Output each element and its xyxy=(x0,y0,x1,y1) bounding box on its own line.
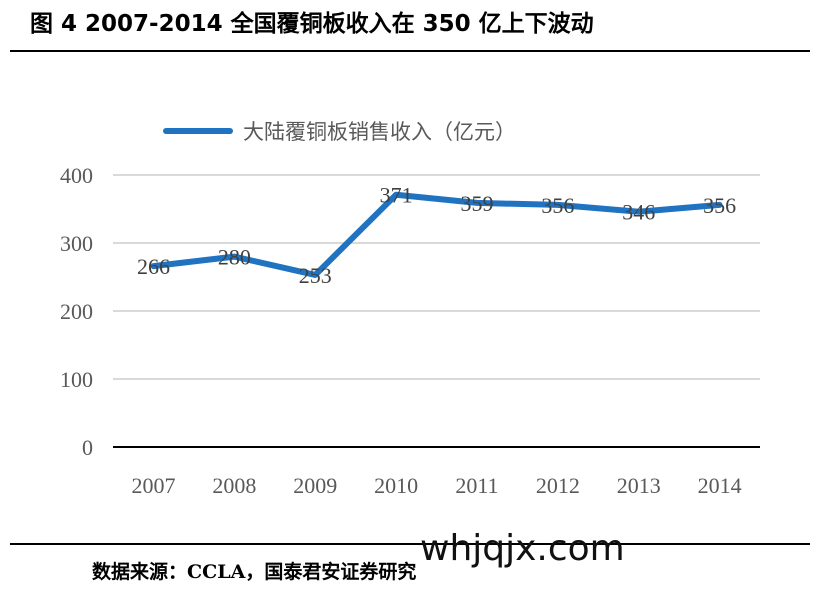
x-axis-ticks: 2007 2008 2009 2010 2011 2012 2013 2014 xyxy=(131,473,741,498)
data-point xyxy=(233,256,235,258)
source-note: 数据来源：CCLA，国泰君安证券研究 xyxy=(92,561,417,583)
series-line xyxy=(150,191,723,278)
data-point xyxy=(557,204,559,206)
bottom-divider xyxy=(10,543,810,545)
y-tick-label: 200 xyxy=(60,299,93,324)
data-label: 253 xyxy=(299,263,332,288)
x-tick-label: 2013 xyxy=(617,473,661,498)
gridlines xyxy=(113,174,760,380)
y-tick-label: 400 xyxy=(60,163,93,188)
data-point xyxy=(395,194,397,196)
legend: 大陆覆铜板销售收入（亿元） xyxy=(163,120,516,144)
legend-label: 大陆覆铜板销售收入（亿元） xyxy=(243,120,516,144)
data-labels: 266 280 253 371 359 356 346 356 xyxy=(137,183,736,288)
data-point xyxy=(638,211,640,213)
x-tick-label: 2009 xyxy=(293,473,337,498)
x-tick-label: 2010 xyxy=(374,473,418,498)
figure-title: 图 4 2007-2014 全国覆铜板收入在 350 亿上下波动 xyxy=(30,11,594,37)
data-point xyxy=(314,274,316,276)
watermark-text: whjqjx.com xyxy=(420,528,625,569)
data-label: 359 xyxy=(460,191,493,216)
data-label: 371 xyxy=(380,183,413,208)
y-tick-label: 0 xyxy=(82,435,93,460)
data-label: 280 xyxy=(218,245,251,270)
data-label: 266 xyxy=(137,254,170,279)
title-divider xyxy=(10,50,810,52)
x-tick-label: 2012 xyxy=(536,473,580,498)
y-tick-label: 300 xyxy=(60,231,93,256)
data-point xyxy=(476,202,478,204)
data-label: 356 xyxy=(703,193,736,218)
x-tick-label: 2014 xyxy=(698,473,742,498)
y-axis-ticks: 0 100 200 300 400 xyxy=(60,163,93,460)
data-label: 346 xyxy=(622,200,655,225)
x-tick-label: 2011 xyxy=(455,473,498,498)
series-layer xyxy=(150,191,723,278)
x-tick-label: 2008 xyxy=(212,473,256,498)
data-point xyxy=(152,265,154,267)
data-point xyxy=(719,204,721,206)
x-tick-label: 2007 xyxy=(131,473,175,498)
data-label: 356 xyxy=(541,193,574,218)
y-tick-label: 100 xyxy=(60,367,93,392)
